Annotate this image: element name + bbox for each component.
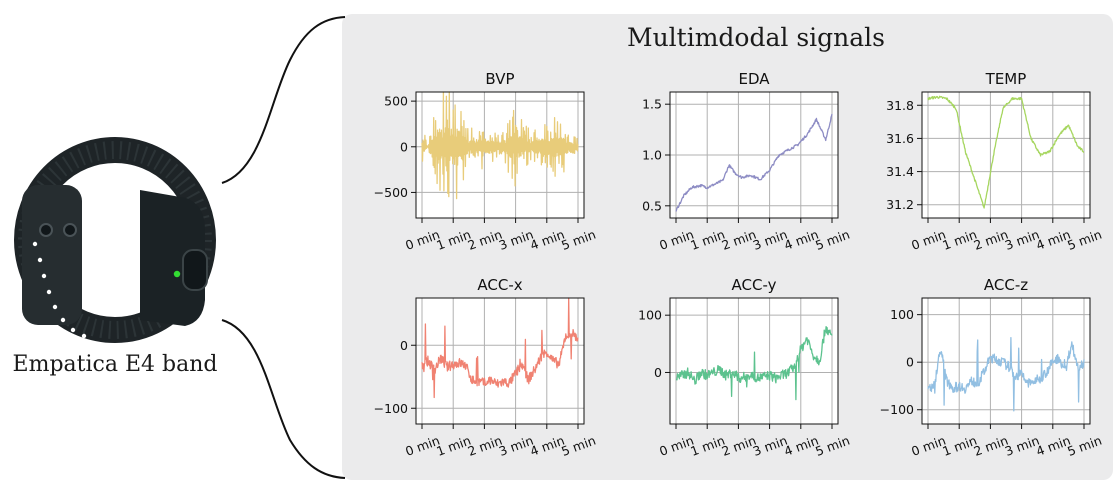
wristband-icon [14, 137, 216, 343]
y-tick-label: 100 [890, 307, 914, 322]
connector-curve-top [221, 16, 346, 184]
connector-curve-bottom [221, 319, 346, 479]
y-tick-label: 31.8 [886, 98, 914, 113]
series-line [421, 91, 579, 200]
series-line [927, 336, 1085, 412]
y-tick-label: 500 [384, 94, 408, 109]
y-tick-label: 31.4 [886, 164, 914, 179]
y-tick-label: 0 [400, 139, 408, 154]
plot-frame [921, 91, 1091, 219]
y-tick-label: −500 [374, 185, 408, 200]
series-line [927, 95, 1085, 209]
plot-frame [669, 297, 839, 425]
y-tick-label: 0 [906, 355, 914, 370]
plot-area [922, 92, 1090, 218]
plot-area [922, 298, 1090, 424]
plot-title: ACC-x [477, 276, 522, 294]
y-tick-label: 0.5 [642, 198, 662, 213]
plot-frame [669, 91, 839, 219]
y-tick-label: 0 [654, 365, 662, 380]
y-tick-label: −100 [374, 401, 408, 416]
y-tick-label: 0 [400, 338, 408, 353]
plot-title: ACC-y [732, 276, 777, 294]
series-line [675, 325, 833, 401]
y-tick-label: −100 [880, 402, 914, 417]
led-indicator-icon [173, 270, 181, 278]
y-tick-label: 100 [638, 308, 662, 323]
plot-frame [921, 297, 1091, 425]
plot-frame [415, 297, 585, 425]
y-tick-label: 31.2 [886, 197, 914, 212]
plot-title: EDA [738, 70, 770, 88]
y-tick-label: 1.0 [642, 148, 662, 163]
plot-title: TEMP [985, 70, 1027, 88]
plot-title: ACC-z [984, 276, 1028, 294]
y-tick-label: 31.6 [886, 131, 914, 146]
device-caption: Empatica E4 band [12, 352, 218, 377]
plot-frame [415, 91, 585, 219]
panel-title: Multimdodal signals [627, 23, 885, 52]
series-line [675, 113, 833, 212]
y-tick-label: 1.5 [642, 97, 662, 112]
plot-title: BVP [485, 70, 514, 88]
series-line [421, 297, 579, 399]
